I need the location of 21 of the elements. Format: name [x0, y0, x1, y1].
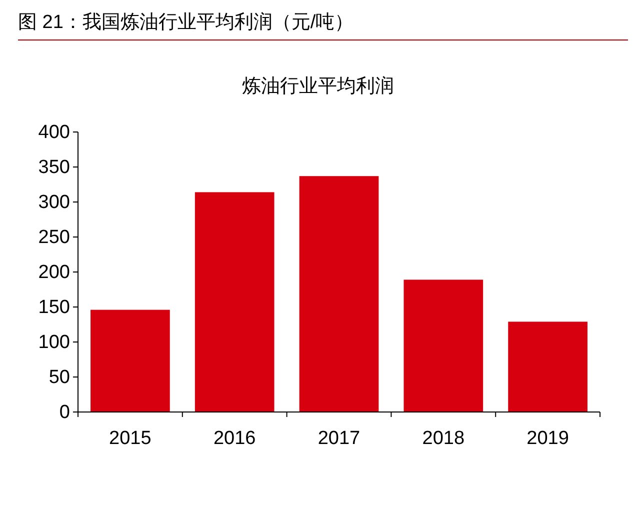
y-tick-label: 0: [59, 402, 70, 423]
x-tick-label: 2016: [213, 428, 256, 449]
bar: [508, 322, 588, 412]
chart-subtitle: 炼油行业平均利润: [242, 75, 394, 97]
y-tick-label: 100: [38, 332, 70, 353]
bar: [90, 310, 170, 412]
bar: [299, 176, 379, 412]
y-tick-label: 400: [38, 122, 70, 143]
y-tick-label: 200: [38, 262, 70, 283]
x-tick-label: 2018: [422, 428, 465, 449]
x-tick-label: 2017: [318, 428, 360, 449]
y-tick-label: 50: [48, 367, 70, 388]
chart-title: 图 21：我国炼油行业平均利润（元/吨）: [18, 11, 354, 33]
x-tick-label: 2015: [109, 428, 152, 449]
bar: [404, 280, 484, 412]
y-tick-label: 300: [38, 192, 70, 213]
y-tick-label: 250: [38, 227, 70, 248]
x-tick-label: 2019: [526, 428, 569, 449]
y-tick-label: 150: [38, 297, 70, 318]
y-tick-label: 350: [38, 157, 70, 178]
bar: [194, 192, 274, 412]
